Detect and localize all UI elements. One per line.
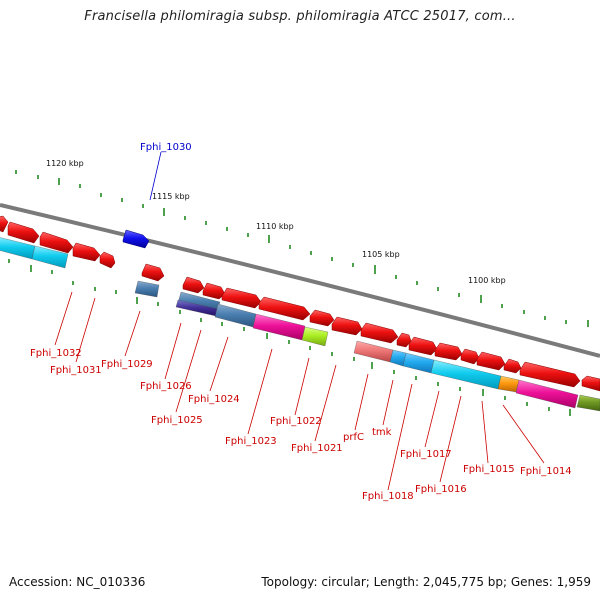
- gene-label-fphi-1024[interactable]: Fphi_1024: [188, 394, 240, 405]
- gene-label-fphi-1021[interactable]: Fphi_1021: [291, 443, 343, 454]
- gene-label-fphi-1031[interactable]: Fphi_1031: [50, 365, 102, 376]
- gene-label-fphi-1023[interactable]: Fphi_1023: [225, 436, 277, 447]
- gene-arrow[interactable]: [72, 242, 101, 262]
- cog-block[interactable]: [515, 379, 579, 409]
- gene-label-tmk[interactable]: tmk: [372, 427, 392, 438]
- scale-label-1110: 1110 kbp: [256, 222, 294, 231]
- gene-arrow[interactable]: [519, 361, 581, 388]
- gene-label-fphi-1017[interactable]: Fphi_1017: [400, 449, 452, 460]
- label-leader-lines: [54, 151, 545, 491]
- cog-blocks: [0, 237, 600, 412]
- gene-label-fphi-1014[interactable]: Fphi_1014: [520, 466, 572, 477]
- gene-arrow[interactable]: [258, 296, 311, 321]
- gene-label-prfc[interactable]: prfC: [343, 432, 364, 443]
- genome-summary-text: Topology: circular; Length: 2,045,775 bp…: [261, 575, 591, 589]
- cog-block[interactable]: [31, 245, 69, 269]
- cog-block[interactable]: [214, 303, 257, 328]
- gene-fphi-1030-arrow[interactable]: [122, 229, 150, 249]
- gene-arrow[interactable]: [202, 282, 226, 300]
- gene-arrow[interactable]: [99, 251, 116, 269]
- scale-label-1115: 1115 kbp: [152, 192, 190, 201]
- scale-label-1120: 1120 kbp: [46, 159, 84, 168]
- cog-block[interactable]: [301, 326, 329, 347]
- gene-arrow[interactable]: [360, 322, 399, 344]
- scale-label-1100: 1100 kbp: [468, 276, 506, 285]
- gene-arrow[interactable]: [460, 348, 480, 365]
- gene-arrow[interactable]: [581, 375, 600, 392]
- gene-label-fphi-1025[interactable]: Fphi_1025: [151, 415, 203, 426]
- gene-arrow[interactable]: [182, 276, 205, 294]
- gene-arrow[interactable]: [331, 316, 363, 336]
- gene-arrow[interactable]: [0, 215, 9, 233]
- gene-arrow[interactable]: [221, 287, 262, 309]
- scale-label-1105: 1105 kbp: [362, 250, 400, 259]
- cog-block[interactable]: [576, 394, 600, 412]
- genome-backbone: [0, 203, 600, 358]
- gene-label-fphi-1022[interactable]: Fphi_1022: [270, 416, 322, 427]
- outer-scale-ticks: [15, 170, 589, 327]
- gene-label-fphi-1032[interactable]: Fphi_1032: [30, 348, 82, 359]
- gene-arrow[interactable]: [7, 221, 40, 244]
- gene-label-fphi-1030[interactable]: Fphi_1030: [140, 142, 192, 153]
- gene-label-fphi-1029[interactable]: Fphi_1029: [101, 359, 153, 370]
- gene-arrow[interactable]: [434, 342, 463, 361]
- gene-label-fphi-1015[interactable]: Fphi_1015: [463, 464, 515, 475]
- cog-block[interactable]: [134, 280, 160, 298]
- gene-arrow[interactable]: [309, 309, 335, 327]
- gene-label-fphi-1018[interactable]: Fphi_1018: [362, 491, 414, 502]
- inner-scale-ticks: [8, 259, 571, 416]
- gene-label-fphi-1016[interactable]: Fphi_1016: [415, 484, 467, 495]
- cog-block[interactable]: [402, 352, 435, 374]
- gene-arrow[interactable]: [39, 231, 74, 254]
- gene-arrow[interactable]: [408, 336, 438, 356]
- cog-block[interactable]: [353, 340, 394, 363]
- gene-arrow[interactable]: [476, 351, 506, 371]
- cog-block[interactable]: [497, 375, 520, 393]
- accession-text: Accession: NC_010336: [9, 575, 146, 589]
- gene-arrow[interactable]: [503, 358, 522, 374]
- forward-strand-genes: [0, 215, 600, 392]
- map-title: Francisella philomiragia subsp. philomir…: [84, 9, 516, 24]
- gene-label-fphi-1026[interactable]: Fphi_1026: [140, 381, 192, 392]
- gene-arrow[interactable]: [141, 263, 165, 282]
